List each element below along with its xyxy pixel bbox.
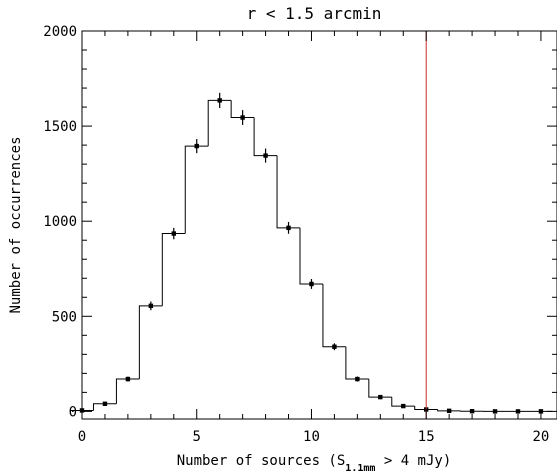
x-axis-label-subscript: 1.1mm: [345, 463, 375, 472]
x-tick-label: 10: [303, 429, 320, 445]
data-point: [378, 394, 383, 400]
data-point: [446, 408, 452, 414]
histogram-step: [437, 409, 461, 412]
data-point: [492, 409, 498, 414]
y-tick-labels: 0 500 1000 1500 2000: [43, 24, 77, 420]
data-point: [171, 231, 176, 236]
data-point: [332, 344, 337, 349]
x-tick-label: 20: [533, 429, 550, 445]
x-tick-labels: 0 5 10 15 20: [78, 429, 550, 445]
data-point: [286, 225, 291, 231]
data-point: [401, 403, 406, 409]
data-point: [102, 401, 108, 406]
histogram-step: [161, 233, 186, 306]
histogram-step: [368, 379, 392, 398]
data-point: [355, 376, 360, 382]
histogram-step: [253, 117, 278, 157]
x-axis-label-prefix: Number of sources (S: [177, 453, 346, 469]
y-tick-label: 0: [69, 404, 77, 420]
histogram-step: [115, 378, 140, 404]
histogram-step: [138, 305, 163, 380]
histogram-step: [299, 227, 323, 285]
data-point: [240, 115, 245, 120]
y-tick-label: 500: [52, 309, 77, 325]
axis-ticks: [81, 30, 557, 419]
histogram-step: [322, 283, 346, 348]
data-point: [469, 409, 475, 414]
histogram-step: [207, 99, 232, 147]
histogram-steps: [70, 99, 553, 412]
error-bars: [81, 92, 542, 412]
data-point: [309, 281, 314, 287]
data-point: [263, 153, 268, 158]
y-tick-label: 2000: [43, 24, 77, 40]
histogram-step: [70, 409, 94, 412]
y-tick-label: 1000: [43, 214, 77, 230]
histogram-step: [414, 406, 438, 410]
x-tick-label: 15: [418, 429, 435, 445]
x-axis-label: Number of sources (S1.1mm > 4 mJy): [177, 453, 452, 472]
data-points: [79, 98, 544, 414]
histogram-step: [230, 100, 255, 119]
chart-title: r < 1.5 arcmin: [247, 4, 382, 23]
data-point: [125, 376, 131, 382]
histogram-step: [184, 145, 209, 234]
y-tick-label: 1500: [43, 119, 77, 135]
data-point: [515, 409, 521, 414]
data-point: [148, 303, 154, 309]
data-point: [217, 98, 222, 103]
histogram-step: [345, 346, 369, 380]
x-tick-label: 5: [193, 429, 201, 445]
plot-frame: [81, 30, 557, 420]
x-axis-label-suffix: > 4 mJy): [375, 453, 451, 469]
histogram-step: [276, 155, 300, 229]
plot-area: [70, 30, 557, 420]
histogram-step: [92, 403, 117, 411]
histogram-step: [391, 397, 415, 407]
x-tick-label: 0: [78, 429, 86, 445]
y-axis-label: Number of occurrences: [8, 136, 24, 313]
data-point: [194, 143, 199, 149]
